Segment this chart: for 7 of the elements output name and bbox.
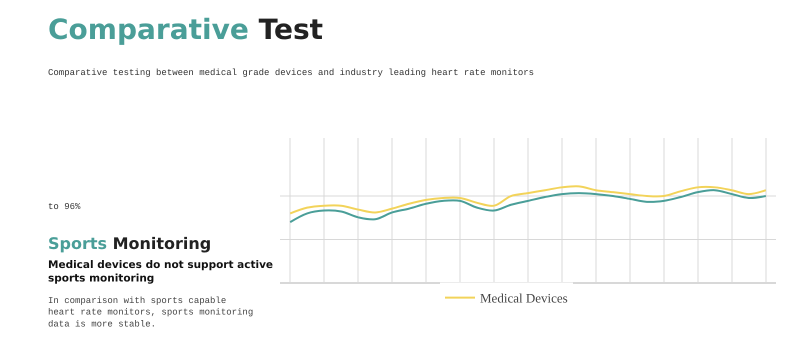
legend-label: Medical Devices	[480, 290, 568, 306]
text: to 96%	[48, 202, 82, 212]
text: Medical devices do not support active sports monitoring	[48, 259, 274, 285]
chart-title: Comparative Test	[48, 13, 323, 46]
text: In comparison with sports capable heart rate monitors, sports monitoring data is more stable.	[48, 296, 254, 330]
text: Sports Monitoring	[48, 234, 212, 253]
chart-subtitle: Comparative testing between medical grade devices and industry leading heart rate monitors	[48, 68, 534, 78]
